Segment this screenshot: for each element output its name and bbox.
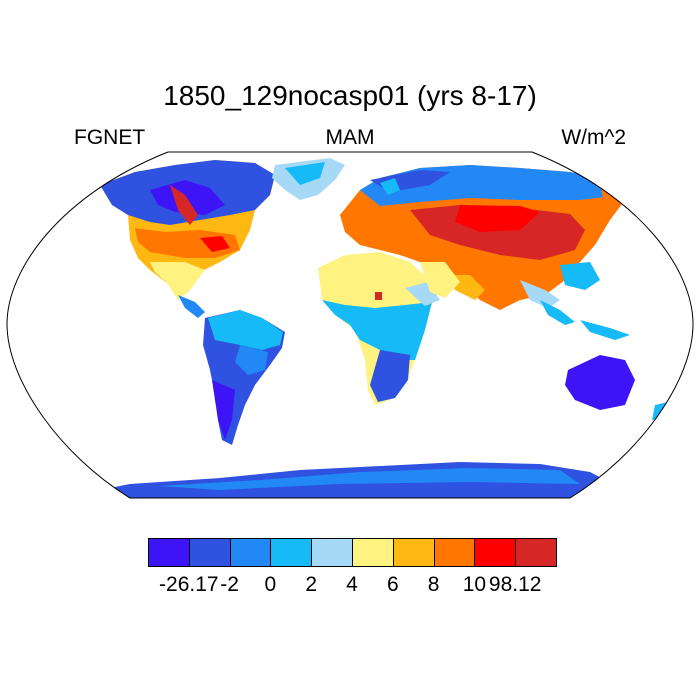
season-label: MAM (325, 126, 375, 149)
colorbar-label: 10 (462, 573, 487, 596)
colorbar-swatch (148, 538, 190, 567)
units-label: W/m^2 (561, 126, 626, 149)
colorbar-label: -2 (220, 573, 239, 596)
colorbar-label: 4 (346, 573, 358, 596)
colorbar-label: 8 (427, 573, 440, 596)
australia (565, 355, 635, 410)
colorbar-swatch (270, 538, 313, 567)
variable-label: FGNET (74, 126, 146, 149)
colorbar-label: 6 (386, 573, 399, 596)
colorbar-swatch (311, 538, 353, 567)
colorbar-label: -26.17 (159, 573, 219, 596)
colorbar-label: 2 (305, 573, 318, 596)
colorbar-label: 0 (264, 573, 277, 596)
colorbar-swatch (352, 538, 394, 567)
colorbar-swatch (474, 538, 517, 567)
colorbar-swatch (229, 538, 272, 567)
map-border (6, 151, 694, 499)
colorbar-swatch (433, 538, 476, 567)
colorbar-swatch (188, 538, 231, 567)
colorbar-swatch (392, 538, 435, 567)
colorbar-swatch (515, 538, 557, 567)
colorbar-label: 98.12 (488, 573, 542, 596)
map-title: 1850_129nocasp01 (yrs 8-17) (163, 80, 537, 111)
